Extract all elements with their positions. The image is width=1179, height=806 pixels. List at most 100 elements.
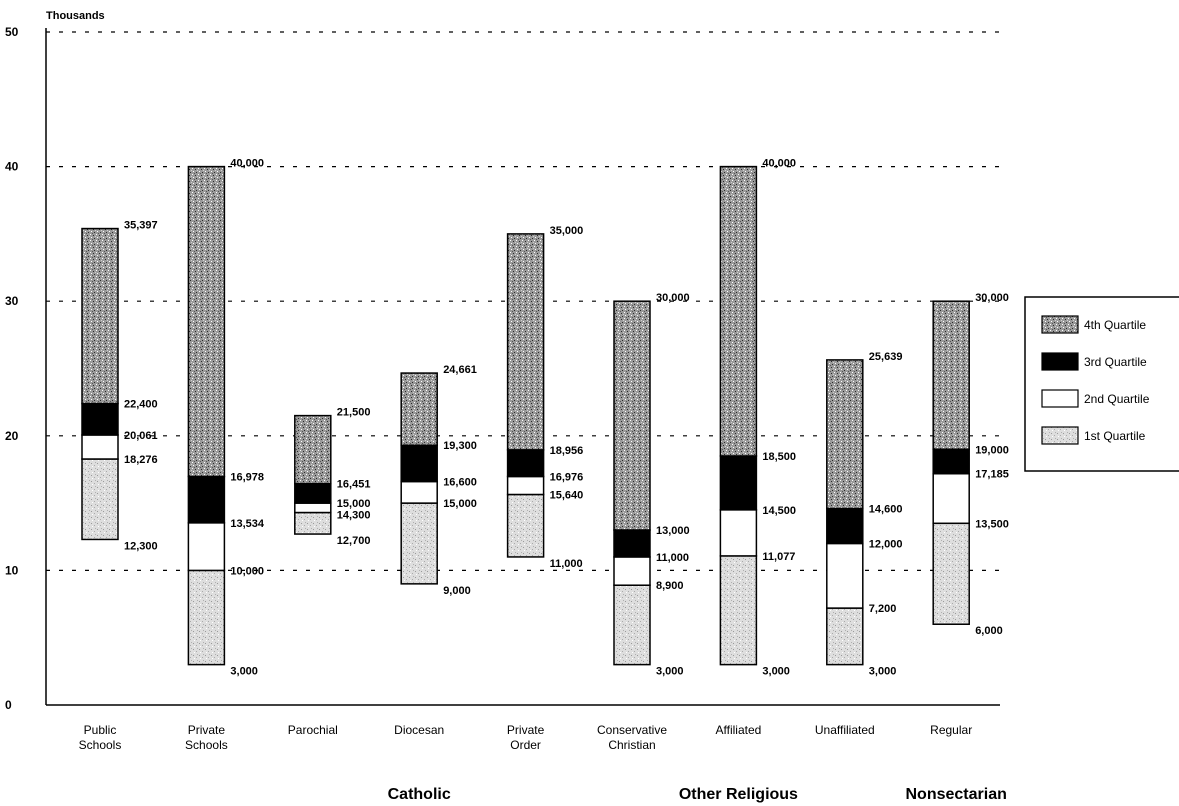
category-bar: 3,000 7,200 12,000 14,600 25,639 <box>826 351 903 678</box>
min-value-label: 11,000 <box>550 558 583 570</box>
second-quartile-box <box>506 475 545 496</box>
max-value-label: 25,639 <box>869 351 903 363</box>
min-value-label: 3,000 <box>869 666 897 678</box>
median-value-label: 16,976 <box>550 472 584 484</box>
first-quartile-box <box>506 493 545 558</box>
q3-value-label: 13,000 <box>656 525 690 537</box>
second-quartile-box <box>294 502 332 514</box>
second-quartile-box <box>400 480 438 504</box>
fourth-quartile-box <box>400 372 438 446</box>
fourth-quartile-box <box>719 165 758 457</box>
unit-label: Thousands <box>46 10 105 22</box>
min-value-label: 12,700 <box>337 535 371 547</box>
second-quartile-box <box>81 434 119 460</box>
group-label: Other Religious <box>679 786 798 803</box>
y-tick-label: 40 <box>5 160 19 174</box>
y-tick-labels: 0 10 20 30 40 50 <box>5 25 19 712</box>
third-quartile-box <box>81 402 119 436</box>
fourth-quartile-box <box>613 300 651 531</box>
third-quartile-box <box>400 444 438 483</box>
y-tick-label: 50 <box>5 25 19 39</box>
first-quartile-box <box>613 584 651 666</box>
second-quartile-box <box>187 522 226 572</box>
third-quartile-box <box>187 475 226 524</box>
x-tick-label: Regular <box>930 723 972 737</box>
median-value-label: 14,500 <box>762 505 796 517</box>
first-quartile-box <box>400 502 438 585</box>
x-tick-label: Diocesan <box>394 723 444 737</box>
third-quartile-box <box>506 449 545 478</box>
min-value-label: 3,000 <box>762 666 790 678</box>
x-tick-label: Private <box>507 723 545 737</box>
legend-swatch <box>1041 315 1079 334</box>
fourth-quartile-box <box>294 414 332 485</box>
quartile-bars: 12,300 18,276 20,061 22,400 35,397 3,000 10,00… <box>81 158 1009 678</box>
median-value-label: 12,000 <box>869 538 903 550</box>
legend-swatch <box>1041 352 1079 371</box>
q1-value-label: 13,500 <box>975 518 1009 530</box>
q1-value-label: 10,000 <box>230 565 264 577</box>
second-quartile-box <box>932 472 970 525</box>
x-tick-label: Schools <box>79 738 122 752</box>
second-quartile-box <box>719 509 758 557</box>
third-quartile-box <box>932 448 970 475</box>
max-value-label: 30,000 <box>975 292 1009 304</box>
x-tick-label: Conservative <box>597 723 667 737</box>
y-tick-label: 10 <box>5 563 19 577</box>
first-quartile-box <box>719 555 758 666</box>
legend-label: 2nd Quartile <box>1084 392 1150 406</box>
category-bar: 12,300 18,276 20,061 22,400 35,397 <box>81 220 158 552</box>
third-quartile-box <box>294 482 332 504</box>
category-bar: 11,000 15,640 16,976 18,956 35,000 <box>506 225 584 570</box>
legend-swatch <box>1041 389 1079 408</box>
second-quartile-box <box>613 556 651 586</box>
fourth-quartile-box <box>81 227 119 405</box>
axes <box>45 28 1000 706</box>
q1-value-label: 14,300 <box>337 510 371 522</box>
max-value-label: 40,000 <box>762 158 796 170</box>
max-value-label: 30,000 <box>656 292 690 304</box>
legend: 4th Quartile 3rd Quartile 2nd Quartile 1st … <box>1024 296 1179 472</box>
second-quartile-box <box>826 542 864 609</box>
q3-value-label: 18,500 <box>762 451 796 463</box>
q3-value-label: 16,451 <box>337 479 371 491</box>
y-tick-label: 30 <box>5 294 19 308</box>
category-bar: 3,000 11,077 14,500 18,500 40,000 <box>719 158 796 678</box>
fourth-quartile-box <box>187 165 226 478</box>
x-tick-label: Order <box>510 738 541 752</box>
q1-value-label: 8,900 <box>656 580 684 592</box>
median-value-label: 20,061 <box>124 430 158 442</box>
max-value-label: 24,661 <box>443 364 477 376</box>
q3-value-label: 16,978 <box>230 471 264 483</box>
first-quartile-box <box>81 458 119 541</box>
legend-label: 4th Quartile <box>1084 318 1146 332</box>
legend-label: 3rd Quartile <box>1084 355 1147 369</box>
y-tick-label: 0 <box>5 698 12 712</box>
q1-value-label: 7,200 <box>869 603 897 615</box>
x-tick-label: Private <box>188 723 226 737</box>
max-value-label: 21,500 <box>337 407 371 419</box>
q3-value-label: 18,956 <box>550 445 584 457</box>
x-tick-label: Christian <box>608 738 655 752</box>
fourth-quartile-box <box>932 300 970 451</box>
group-label: Catholic <box>388 786 451 803</box>
fourth-quartile-box <box>506 233 545 451</box>
q1-value-label: 11,077 <box>762 551 795 563</box>
first-quartile-box <box>187 569 226 666</box>
median-value-label: 11,000 <box>656 552 689 564</box>
max-value-label: 35,000 <box>550 225 584 237</box>
third-quartile-box <box>826 507 864 545</box>
q1-value-label: 15,000 <box>443 498 477 510</box>
x-tick-label: Public <box>84 723 117 737</box>
x-tick-label: Schools <box>185 738 228 752</box>
group-label: Nonsectarian <box>906 786 1007 803</box>
third-quartile-box <box>719 455 758 511</box>
median-value-label: 17,185 <box>975 469 1009 481</box>
legend-label: 1st Quartile <box>1084 429 1146 443</box>
category-bar: 9,000 15,000 16,600 19,300 24,661 <box>400 364 477 597</box>
fourth-quartile-box <box>826 359 864 510</box>
first-quartile-box <box>932 522 970 625</box>
category-bar: 6,000 13,500 17,185 19,000 30,000 <box>932 292 1009 637</box>
q3-value-label: 22,400 <box>124 398 158 410</box>
